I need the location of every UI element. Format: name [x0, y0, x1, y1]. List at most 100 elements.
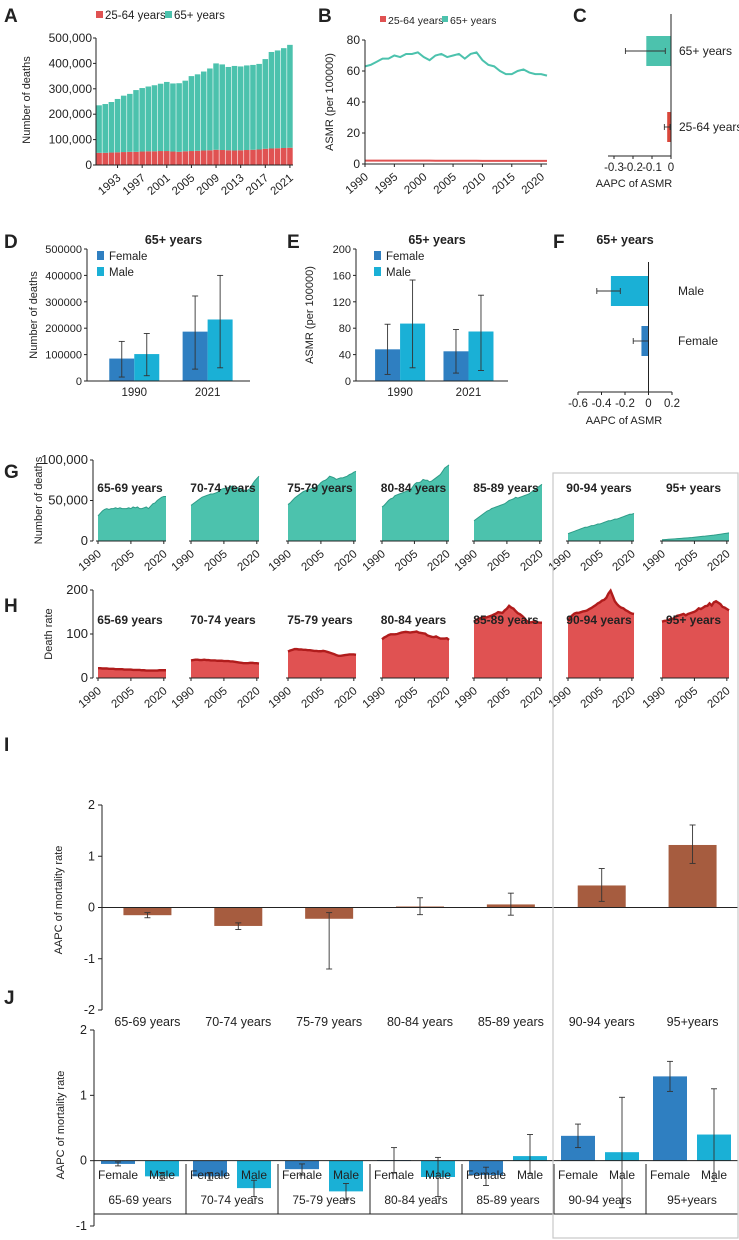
panel-label-F: F — [553, 232, 565, 253]
panel-title-f: 65+ years — [596, 233, 653, 247]
errorbar-j — [343, 1183, 349, 1201]
bar-a-65+ years-2000 — [157, 83, 164, 152]
bar-i-70-74 years — [214, 907, 263, 926]
y-tick-label-b: 40 — [347, 95, 361, 109]
panel-label-E: E — [287, 232, 300, 253]
errorbar-j — [159, 1171, 165, 1181]
sub-label-j: Female — [374, 1168, 414, 1182]
subplot-title-h: 80-84 years — [381, 613, 447, 627]
x-tick-label-c: -0.3 — [604, 162, 624, 174]
bar-a-65+ years-2011 — [225, 66, 232, 151]
bar-a-65+ years-2019 — [274, 50, 281, 149]
bar-a-65+ years-1997 — [139, 88, 145, 152]
y-tick-label-a: 200,000 — [49, 107, 93, 121]
y-axis-title-a: Number of deaths — [21, 56, 33, 144]
sub-label-j: Female — [98, 1168, 138, 1182]
bar-a-65+ years-2014 — [244, 65, 250, 151]
errorbar-j — [391, 1147, 397, 1173]
x-tick-label-c: -0.2 — [623, 162, 643, 174]
bar-a-25-64 years-2007 — [200, 150, 207, 165]
bar-a-65+ years-2020 — [280, 48, 287, 148]
x-tick-label-f: 0.2 — [664, 398, 680, 410]
category-label-j: 85-89 years — [476, 1193, 539, 1207]
panel-label-J: J — [4, 988, 15, 1009]
y-tick-label-g: 100,000 — [41, 452, 88, 467]
bar-a-25-64 years-2020 — [280, 147, 287, 165]
x-tick-label-h: 2020 — [332, 685, 359, 711]
bar-a-25-64 years-2011 — [225, 150, 232, 165]
y-tick-label-b: 60 — [347, 64, 361, 78]
bar-a-65+ years-2003 — [176, 83, 182, 152]
bar-a-65+ years-2016 — [256, 63, 262, 150]
category-label-d: 2021 — [195, 387, 221, 399]
errorbar-i — [689, 824, 696, 864]
category-label-e: 2021 — [456, 387, 482, 399]
sub-label-j: Female — [466, 1168, 506, 1182]
errorbar-i — [235, 922, 242, 930]
bar-a-65+ years-1998 — [145, 86, 152, 152]
bar-a-65+ years-2012 — [231, 65, 238, 151]
x-tick-label-g: 2020 — [610, 548, 637, 574]
y-tick-label-e: 80 — [339, 323, 351, 335]
x-tick-label-h: 2005 — [110, 685, 137, 711]
x-tick-label-g: 1990 — [361, 548, 388, 574]
category-label-i: 80-84 years — [387, 1015, 453, 1029]
bar-a-65+ years-2007 — [200, 71, 207, 151]
bar-a-25-64 years-1991 — [102, 152, 109, 165]
x-tick-label-b: 2015 — [490, 171, 517, 197]
area-g-85-89 years — [474, 484, 542, 541]
x-tick-label-g: 2005 — [673, 548, 700, 574]
errorbar-j — [483, 1166, 489, 1186]
errorbar-j — [667, 1060, 673, 1092]
x-tick-label-a: 2013 — [219, 172, 246, 198]
x-tick-label-h: 1990 — [547, 685, 574, 711]
bar-a-25-64 years-2009 — [213, 149, 219, 165]
y-tick-label-i: -2 — [84, 1003, 95, 1017]
subplot-title-h: 95+ years — [666, 613, 721, 627]
subplot-title-g: 85-89 years — [473, 481, 539, 495]
sub-label-j: Male — [149, 1168, 175, 1182]
bar-a-25-64 years-2004 — [182, 151, 189, 165]
category-label-f: Female — [678, 334, 718, 348]
bar-a-65+ years-1993 — [114, 98, 121, 153]
bar-a-65+ years-2017 — [262, 59, 269, 149]
area-edge-g-65-69 years — [97, 495, 166, 517]
subplot-title-g: 80-84 years — [381, 481, 447, 495]
area-h-95+ years — [662, 601, 729, 678]
x-tick-label-b: 1990 — [344, 171, 371, 197]
x-tick-label-g: 2020 — [332, 548, 359, 574]
bar-a-25-64 years-1997 — [139, 151, 145, 165]
x-tick-label-a: 2009 — [195, 172, 222, 198]
y-tick-label-e: 160 — [333, 270, 351, 282]
errorbar-f — [596, 288, 621, 294]
subplot-title-h: 70-74 years — [190, 613, 256, 627]
bar-a-65+ years-2006 — [194, 74, 201, 151]
y-tick-label-a: 100,000 — [49, 133, 93, 147]
bar-a-25-64 years-1993 — [114, 152, 121, 165]
area-edge-g-90-94 years — [567, 512, 635, 535]
x-tick-label-g: 2020 — [235, 548, 262, 574]
panel-label-H: H — [4, 596, 18, 617]
bar-a-25-64 years-2003 — [176, 151, 182, 165]
bar-a-25-64 years-2006 — [194, 150, 201, 165]
area-edge-g-70-74 years — [190, 475, 260, 506]
y-axis-title-h: Death rate — [43, 608, 55, 659]
y-tick-label-a: 0 — [85, 158, 92, 172]
x-tick-label-g: 2020 — [142, 548, 169, 574]
subplot-title-g: 95+ years — [666, 481, 721, 495]
subplot-title-h: 65-69 years — [97, 613, 163, 627]
bar-a-65+ years-1994 — [120, 95, 127, 153]
errorbar-j — [435, 1156, 441, 1198]
category-label-d: 1990 — [121, 387, 147, 399]
x-axis-title-c: AAPC of ASMR — [596, 178, 672, 190]
area-edge-h-65-69 years — [98, 666, 166, 672]
x-tick-label-b: 2020 — [520, 171, 547, 197]
panel-title-d: 65+ years — [145, 233, 202, 247]
x-tick-label-h: 2005 — [393, 685, 420, 711]
x-tick-label-g: 1990 — [453, 548, 480, 574]
bar-a-65+ years-2005 — [188, 76, 195, 152]
legend-swatch-b — [442, 16, 448, 22]
